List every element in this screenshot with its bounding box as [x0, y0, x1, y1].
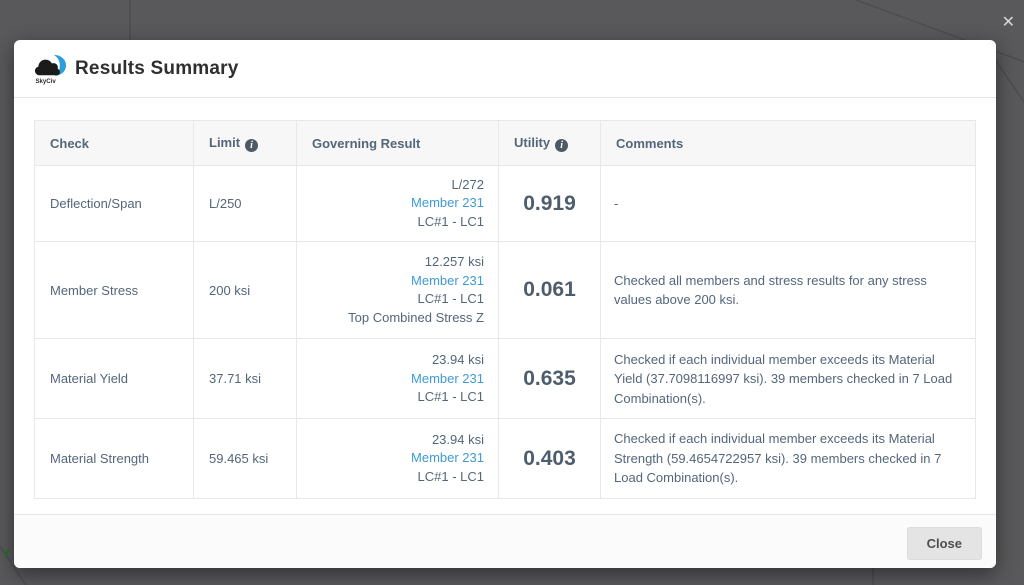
background-axis-y-label: Y: [2, 547, 11, 561]
governing-result-cell: L/272 Member 231 LC#1 - LC1: [296, 164, 499, 243]
column-header-limit: Limit i: [193, 120, 297, 166]
modal-footer: Close: [14, 513, 996, 568]
load-combo: LC#1 - LC1: [417, 213, 484, 229]
table-row: Material Yield 37.71 ksi 23.94 ksi Membe…: [34, 338, 976, 420]
governing-result-cell: 23.94 ksi Member 231 LC#1 - LC1: [296, 338, 499, 420]
utility-info-icon[interactable]: i: [555, 138, 569, 152]
limit-cell: 37.71 ksi: [193, 338, 297, 420]
comments-cell: Checked all members and stress results f…: [600, 241, 976, 340]
utility-cell: 0.635: [498, 338, 601, 420]
column-header-comments: Comments: [600, 120, 976, 166]
load-combo: LC#1 - LC1: [417, 291, 484, 307]
column-header-label: Check: [50, 135, 90, 151]
limit-cell: L/250: [193, 164, 297, 243]
check-cell: Member Stress: [34, 241, 194, 340]
governing-value: L/272: [451, 177, 484, 192]
column-header-governing-result: Governing Result: [296, 120, 499, 166]
comments-cell: Checked if each individual member exceed…: [600, 338, 976, 420]
governing-value: 23.94 ksi: [431, 352, 484, 368]
governing-value: 23.94 ksi: [431, 431, 484, 447]
load-combo: LC#1 - LC1: [417, 389, 484, 405]
modal-body: Check Limit i Governing Result Utility i C…: [14, 98, 996, 514]
comments-cell: Checked if each individual member exceed…: [600, 418, 976, 499]
check-cell: Deflection/Span: [34, 164, 194, 243]
limit-cell: 200 ksi: [193, 241, 297, 340]
comment-text: Checked all members and stress results f…: [614, 272, 927, 308]
skyciv-logo-text: SkyCiv: [35, 78, 56, 85]
close-icon[interactable]: ✕: [1001, 14, 1015, 31]
check-cell: Material Strength: [34, 418, 194, 499]
results-summary-modal: SkyCiv Results Summary Check Limit i Gove…: [14, 40, 996, 568]
governing-value: 12.257 ksi: [424, 254, 484, 270]
load-combo: LC#1 - LC1: [417, 468, 484, 484]
comment-text: Checked if each individual member exceed…: [614, 351, 953, 406]
governing-result-cell: 23.94 ksi Member 231 LC#1 - LC1: [296, 418, 499, 499]
modal-header: SkyCiv Results Summary: [14, 40, 996, 98]
limit-cell: 59.465 ksi: [193, 418, 297, 499]
column-header-label: Limit: [209, 134, 241, 150]
comments-cell: -: [600, 164, 976, 243]
table-header-row: Check Limit i Governing Result Utility i C…: [34, 120, 976, 166]
table-row: Deflection/Span L/250 L/272 Member 231 L…: [34, 164, 976, 243]
member-link[interactable]: Member 231: [411, 272, 484, 288]
column-header-label: Governing Result: [312, 135, 421, 151]
close-button[interactable]: Close: [906, 526, 982, 560]
modal-title: Results Summary: [75, 57, 239, 79]
comment-text: Checked if each individual member exceed…: [614, 431, 942, 486]
skyciv-logo-icon: SkyCiv: [34, 54, 67, 85]
member-link[interactable]: Member 231: [411, 450, 484, 466]
table-row: Material Strength 59.465 ksi 23.94 ksi M…: [34, 418, 976, 499]
member-link[interactable]: Member 231: [411, 370, 484, 386]
governing-detail: Top Combined Stress Z: [348, 309, 484, 325]
results-table: Check Limit i Governing Result Utility i C…: [34, 120, 976, 499]
utility-cell: 0.919: [498, 164, 601, 243]
column-header-utility: Utility i: [498, 120, 601, 166]
utility-cell: 0.403: [498, 418, 601, 499]
check-cell: Material Yield: [34, 338, 194, 420]
table-row: Member Stress 200 ksi 12.257 ksi Member …: [34, 241, 976, 340]
comment-text: -: [614, 195, 619, 211]
column-header-label: Comments: [616, 135, 684, 151]
column-header-check: Check: [34, 120, 194, 166]
limit-info-icon[interactable]: i: [245, 138, 259, 152]
member-link[interactable]: Member 231: [411, 195, 484, 211]
utility-cell: 0.061: [498, 241, 601, 340]
column-header-label: Utility: [514, 134, 551, 150]
governing-result-cell: 12.257 ksi Member 231 LC#1 - LC1 Top Com…: [296, 241, 499, 340]
